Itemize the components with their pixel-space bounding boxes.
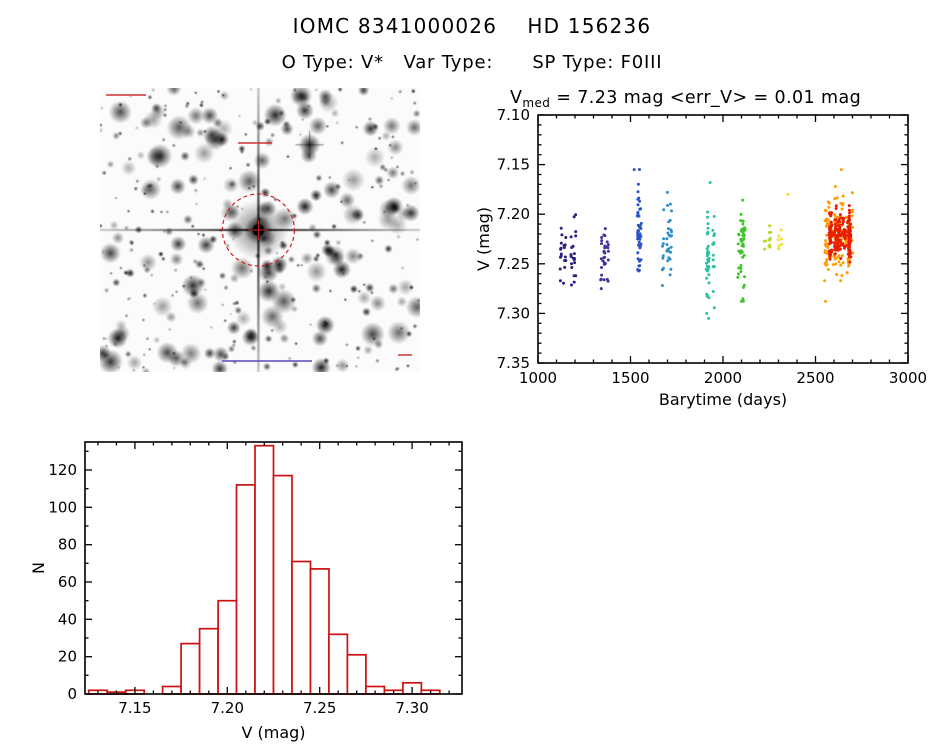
histogram-bar [180, 642, 201, 695]
histogram-bar [291, 560, 312, 695]
histogram-xtick-label: 7.15 [118, 699, 151, 717]
histogram-ylabel: N [30, 562, 48, 574]
lightcurve-ytick-label: 7.35 [497, 354, 530, 372]
lightcurve-title: Vmed = 7.23 mag <err_V> = 0.01 mag [510, 88, 861, 110]
histogram-bar [198, 627, 219, 695]
target-cross [248, 220, 269, 240]
histogram-bar [309, 568, 330, 695]
histogram-plot: 7.15 7.20 7.25 7.30 0 20 40 60 80 100 120 V (mag) N [29, 441, 463, 742]
lightcurve-ytick-label: 7.30 [497, 304, 530, 322]
histogram-bar [217, 599, 238, 695]
starfield-overlay [106, 94, 412, 362]
lightcurve-xtick-label: 2000 [704, 369, 742, 387]
lightcurve-ytick-label: 7.10 [497, 106, 530, 124]
photometry-aperture-circle [221, 193, 295, 267]
histogram-xlabel: V (mag) [241, 723, 305, 742]
histogram-bar [346, 653, 367, 695]
lightcurve-xtick-label: 1000 [519, 369, 557, 387]
page-title: IOMC 8341000026 HD 156236 [292, 14, 652, 38]
histogram-bar [254, 444, 275, 695]
lightcurve-plot: 1000 1500 2000 2500 3000 7.10 7.15 7.20 7.25 7.30… [474, 88, 927, 409]
lightcurve-ytick-label: 7.25 [497, 255, 530, 273]
lightcurve-xtick-label: 1500 [611, 369, 649, 387]
starfield-image [100, 88, 420, 372]
field-annotation-mark [238, 142, 272, 144]
histogram-xtick-label: 7.20 [211, 699, 244, 717]
histogram-ytick-label: 100 [48, 498, 77, 516]
histogram-panel: 7.15 7.20 7.25 7.30 0 20 40 60 80 100 120 V (mag) N [29, 430, 500, 747]
lightcurve-ylabel: V (mag) [474, 207, 493, 271]
histogram-xtick-label: 7.25 [303, 699, 336, 717]
lightcurve-ytick-label: 7.15 [497, 156, 530, 174]
histogram-ytick-label: 40 [58, 610, 77, 628]
histogram-ytick-label: 120 [48, 461, 77, 479]
histogram-ytick-label: 0 [67, 685, 77, 703]
histogram-axes-frame [84, 441, 463, 695]
lightcurve-axes-frame [537, 114, 909, 364]
histogram-ytick-label: 80 [58, 536, 77, 554]
lightcurve-xlabel: Barytime (days) [659, 390, 787, 409]
histogram-bar [272, 474, 293, 695]
page-subtitle: O Type: V* Var Type: SP Type: F0III [281, 52, 663, 73]
lightcurve-panel: 1000 1500 2000 2500 3000 7.10 7.15 7.20 7.25 7.30… [470, 85, 944, 415]
histogram-xtick-label: 7.30 [395, 699, 428, 717]
histogram-bar [235, 484, 256, 695]
lightcurve-ytick-label: 7.20 [497, 205, 530, 223]
field-annotation-mark [222, 360, 312, 362]
histogram-ytick-label: 20 [58, 648, 77, 666]
field-annotation-mark [106, 94, 146, 96]
histogram-ytick-label: 60 [58, 573, 77, 591]
field-annotation-mark [398, 354, 412, 356]
lightcurve-xtick-label: 2500 [796, 369, 834, 387]
histogram-bar [328, 633, 349, 695]
lightcurve-xtick-label: 3000 [889, 369, 927, 387]
